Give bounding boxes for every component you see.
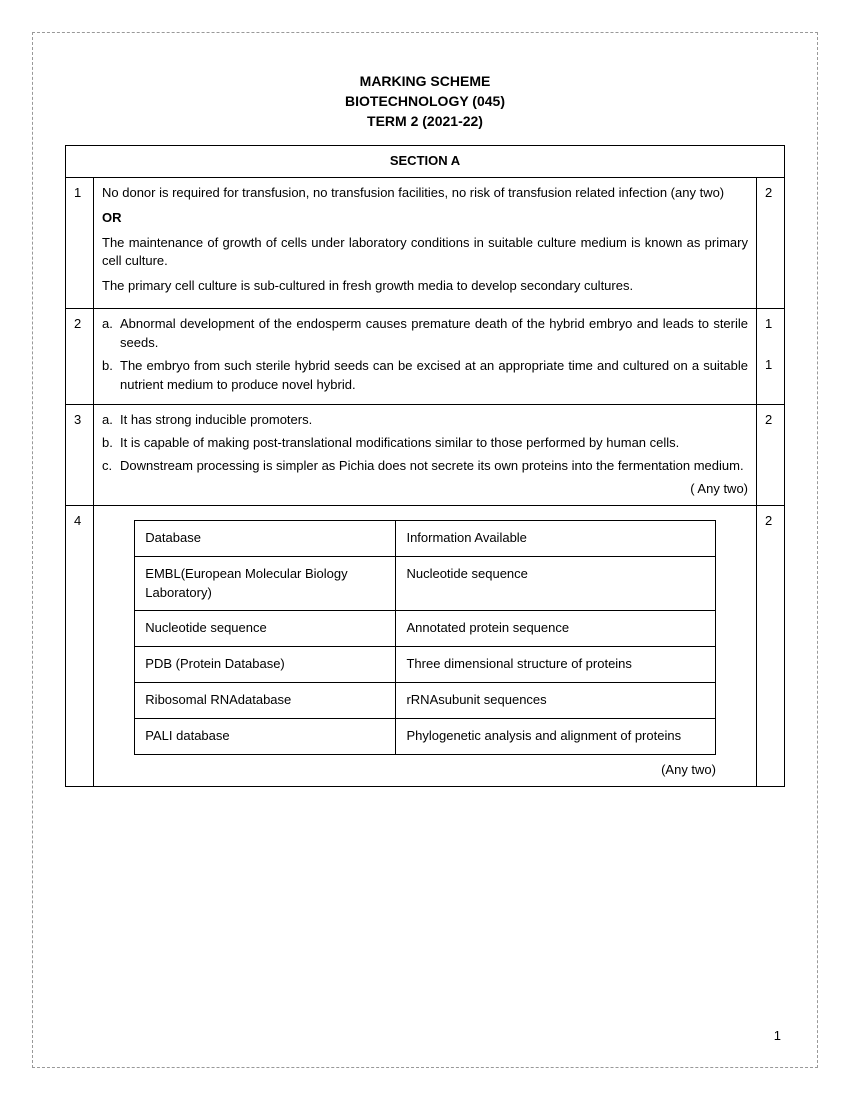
q3-c-text: Downstream processing is simpler as Pich… <box>120 457 748 476</box>
q2-a-letter: a. <box>102 315 120 353</box>
q1-or: OR <box>102 209 748 228</box>
title-subject: BIOTECHNOLOGY (045) <box>65 93 785 109</box>
q4-r3c1: PDB (Protein Database) <box>135 647 396 683</box>
q3-any-two: ( Any two) <box>102 480 748 499</box>
q1-number: 1 <box>66 177 94 308</box>
q2-item-a: a. Abnormal development of the endosperm… <box>102 315 748 353</box>
q3-b-letter: b. <box>102 434 120 453</box>
q1-text2: The maintenance of growth of cells under… <box>102 234 748 272</box>
table-row: EMBL(European Molecular Biology Laborato… <box>135 556 715 611</box>
q1-marks: 2 <box>757 177 785 308</box>
marking-table: SECTION A 1 No donor is required for tra… <box>65 145 785 787</box>
q2-item-b: b. The embryo from such sterile hybrid s… <box>102 357 748 395</box>
table-row: Nucleotide sequence Annotated protein se… <box>135 611 715 647</box>
q4-r2c1: Nucleotide sequence <box>135 611 396 647</box>
q1-text1: No donor is required for transfusion, no… <box>102 184 748 203</box>
q2-answer: a. Abnormal development of the endosperm… <box>94 309 757 405</box>
table-row: PALI database Phylogenetic analysis and … <box>135 718 715 754</box>
q4-h1: Database <box>135 520 396 556</box>
q4-r1c2: Nucleotide sequence <box>396 556 715 611</box>
q4-answer: Database Information Available EMBL(Euro… <box>94 505 757 786</box>
page-border: MARKING SCHEME BIOTECHNOLOGY (045) TERM … <box>32 32 818 1068</box>
q1-text3: The primary cell culture is sub-cultured… <box>102 277 748 296</box>
section-a-header: SECTION A <box>66 146 785 178</box>
title-term: TERM 2 (2021-22) <box>65 113 785 129</box>
q4-h2: Information Available <box>396 520 715 556</box>
q2-a-text: Abnormal development of the endosperm ca… <box>120 315 748 353</box>
q2-number: 2 <box>66 309 94 405</box>
table-row: Ribosomal RNAdatabase rRNAsubunit sequen… <box>135 683 715 719</box>
q2-marks-b: 1 <box>765 356 776 375</box>
table-row: PDB (Protein Database) Three dimensional… <box>135 647 715 683</box>
q3-answer: a. It has strong inducible promoters. b.… <box>94 405 757 505</box>
table-row: Database Information Available <box>135 520 715 556</box>
q3-b-text: It is capable of making post-translation… <box>120 434 748 453</box>
q4-database-table: Database Information Available EMBL(Euro… <box>134 520 715 755</box>
q3-marks: 2 <box>757 405 785 505</box>
section-a-row: SECTION A <box>66 146 785 178</box>
q2-marks: 1 1 <box>757 309 785 405</box>
q4-number: 4 <box>66 505 94 786</box>
page-number: 1 <box>774 1028 781 1043</box>
q3-a-letter: a. <box>102 411 120 430</box>
q3-item-c: c. Downstream processing is simpler as P… <box>102 457 748 476</box>
q3-a-text: It has strong inducible promoters. <box>120 411 748 430</box>
q4-r2c2: Annotated protein sequence <box>396 611 715 647</box>
q3-item-a: a. It has strong inducible promoters. <box>102 411 748 430</box>
q4-marks: 2 <box>757 505 785 786</box>
q2-row: 2 a. Abnormal development of the endospe… <box>66 309 785 405</box>
q1-answer: No donor is required for transfusion, no… <box>94 177 757 308</box>
q4-r5c2: Phylogenetic analysis and alignment of p… <box>396 718 715 754</box>
q4-r4c1: Ribosomal RNAdatabase <box>135 683 396 719</box>
q3-item-b: b. It is capable of making post-translat… <box>102 434 748 453</box>
q3-row: 3 a. It has strong inducible promoters. … <box>66 405 785 505</box>
q2-b-letter: b. <box>102 357 120 395</box>
q2-marks-a: 1 <box>765 315 776 334</box>
q2-b-text: The embryo from such sterile hybrid seed… <box>120 357 748 395</box>
q3-c-letter: c. <box>102 457 120 476</box>
q4-r3c2: Three dimensional structure of proteins <box>396 647 715 683</box>
q4-r1c1: EMBL(European Molecular Biology Laborato… <box>135 556 396 611</box>
q4-r5c1: PALI database <box>135 718 396 754</box>
q4-any-two: (Any two) <box>102 761 748 780</box>
document-header: MARKING SCHEME BIOTECHNOLOGY (045) TERM … <box>65 73 785 129</box>
q3-number: 3 <box>66 405 94 505</box>
q1-row: 1 No donor is required for transfusion, … <box>66 177 785 308</box>
q4-r4c2: rRNAsubunit sequences <box>396 683 715 719</box>
q4-row: 4 Database Information Available EMBL(Eu… <box>66 505 785 786</box>
title-marking-scheme: MARKING SCHEME <box>65 73 785 89</box>
